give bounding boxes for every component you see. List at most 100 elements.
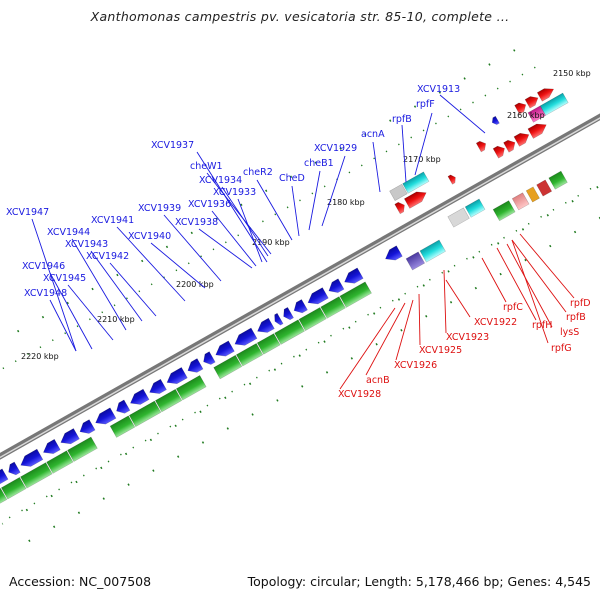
forward-gene (298, 307, 327, 331)
forward-gene (155, 388, 183, 413)
gene-label: XCV1929 (314, 143, 357, 154)
gene-red-small (536, 179, 553, 197)
gene-label: XCV1925 (419, 345, 462, 356)
label-leader-line (211, 210, 257, 267)
gene-label: XCV1940 (128, 231, 171, 242)
gene-label: XCV1946 (22, 261, 65, 272)
label-leader-line (116, 226, 186, 302)
reverse-gene (257, 317, 275, 333)
scale-label: 2210 kbp (97, 315, 135, 324)
scale-label: 2160 kbp (507, 111, 545, 120)
label-leader-line (401, 124, 407, 183)
scale-label: 2150 kbp (553, 69, 591, 78)
label-leader-line (445, 279, 471, 318)
reverse-gene (385, 245, 403, 261)
scale-label: 2180 kbp (327, 198, 365, 207)
gene-label: XCV1933 (213, 187, 256, 198)
gene-label: cheR2 (243, 167, 273, 178)
label-leader-line (163, 214, 222, 282)
rna-gene (514, 102, 527, 115)
gene-label: XCV1938 (175, 217, 218, 228)
reverse-gene (274, 312, 284, 326)
forward-gene (213, 354, 243, 380)
label-leader-line (506, 243, 553, 328)
gene-cyan (402, 171, 430, 194)
label-leader-line (221, 186, 269, 257)
scale-label: 2170 kbp (403, 155, 441, 164)
gene-label: XCV1944 (47, 227, 90, 238)
reverse-gene (79, 419, 96, 434)
accession-text: Accession: NC_007508 (9, 574, 152, 589)
gene-label: XCV1939 (138, 203, 181, 214)
reverse-gene (293, 299, 308, 314)
gene-orange (525, 186, 540, 203)
gene-label: XCV1945 (43, 273, 86, 284)
forward-gene (339, 281, 372, 308)
label-leader-line (90, 250, 143, 322)
label-leader-line (237, 198, 263, 263)
feature-label-layer: XCV1913 rpfB rpfF acnA XCV1929 cheB1 CheD cheR2… (6, 84, 591, 400)
rna-gene (527, 123, 547, 139)
gene-label: cheB1 (304, 158, 334, 169)
label-leader-line (339, 307, 396, 390)
reverse-gene (491, 115, 500, 125)
reverse-gene (130, 388, 150, 405)
label-leader-line (150, 242, 206, 289)
label-leader-line (372, 141, 381, 193)
gene-label: rpfF (416, 99, 435, 110)
label-leader-line (291, 185, 300, 237)
reverse-gene (203, 351, 216, 365)
gene-label: CheD (279, 173, 305, 184)
gene-label: rpfB (392, 114, 412, 125)
gene-grey (389, 183, 408, 201)
gene-label: XCV1926 (394, 360, 437, 371)
reverse-gene (149, 378, 167, 394)
label-leader-line (49, 272, 93, 350)
reverse-gene (307, 287, 329, 305)
reverse-gene (60, 428, 80, 445)
label-leader-line (198, 228, 253, 269)
gene-magenta (527, 105, 546, 123)
scale-label: 2190 kbp (252, 238, 290, 247)
reverse-gene (20, 448, 44, 467)
rna-gene (503, 139, 516, 153)
scale-label-layer: 2150 kbp 2160 kbp 2170 kbp 2180 kbp 2190 kbp… (21, 69, 591, 361)
gene-label: XCV1922 (474, 317, 517, 328)
forward-gene (67, 436, 98, 462)
forward-gene (548, 170, 568, 190)
label-leader-line (395, 299, 414, 361)
label-leader-line (481, 257, 507, 303)
forward-gene (256, 333, 281, 355)
forward-gene (0, 487, 8, 508)
gene-cyan (464, 198, 486, 218)
reverse-gene (234, 327, 258, 346)
scale-label: 2200 kbp (176, 280, 214, 289)
label-leader-line (365, 302, 406, 376)
reverse-gene (328, 278, 345, 293)
rna-gene (403, 191, 427, 209)
gene-label: XCV1913 (417, 84, 460, 95)
forward-gene (492, 200, 516, 222)
label-leader-line (443, 269, 447, 334)
dash-ring-inner (0, 176, 600, 525)
label-leader-line (308, 170, 321, 231)
gene-cyan (419, 239, 446, 263)
rna-gene (475, 140, 486, 153)
forward-gene (128, 400, 162, 427)
gene-label: XCV1943 (65, 239, 108, 250)
forward-gene (20, 462, 53, 489)
gene-grey (447, 207, 470, 228)
forward-gene (46, 450, 74, 474)
label-leader-line (519, 233, 575, 299)
rna-gene (492, 145, 505, 159)
rna-gene-track (389, 88, 569, 215)
rna-gene (513, 133, 530, 147)
label-leader-line (418, 293, 421, 346)
gene-label: XCV1937 (151, 140, 194, 151)
label-leader-line (321, 155, 346, 227)
forward-gene (274, 319, 305, 345)
gene-purple (405, 251, 425, 271)
label-leader-line (109, 262, 157, 317)
reverse-gene (166, 367, 188, 385)
